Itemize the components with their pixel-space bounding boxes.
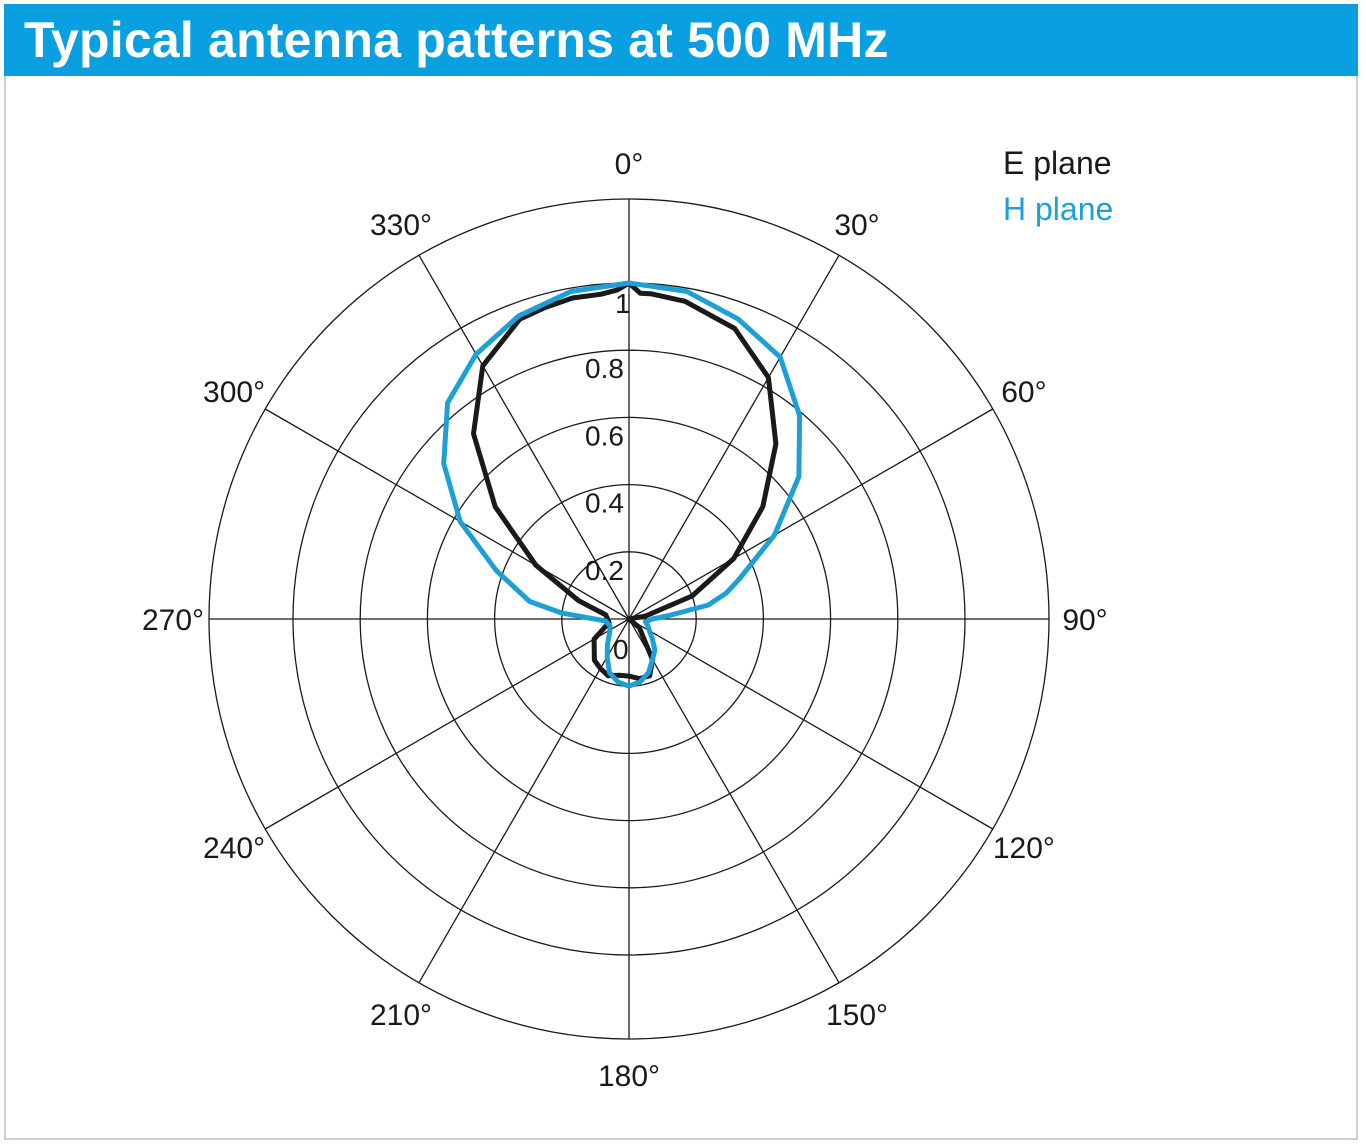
radial-label: 0.4 xyxy=(585,488,624,519)
legend-h-plane: H plane xyxy=(1003,191,1114,227)
grid-spoke xyxy=(418,254,630,620)
series-line-h-plane xyxy=(441,280,803,689)
radial-label: 0.6 xyxy=(585,420,624,451)
grid-spoke xyxy=(628,618,840,984)
angle-label: 120° xyxy=(993,832,1055,865)
angle-label: 30° xyxy=(834,209,879,242)
grid-spoke xyxy=(264,618,630,830)
radial-label: 0 xyxy=(613,634,629,665)
angle-label: 0° xyxy=(615,148,644,181)
angle-label: 150° xyxy=(826,999,888,1032)
angle-label: 90° xyxy=(1062,604,1107,637)
angle-label: 240° xyxy=(203,832,265,865)
angle-label: 270° xyxy=(142,604,204,637)
radial-label: 1 xyxy=(615,288,631,319)
legend-e-plane: E plane xyxy=(1003,145,1112,181)
angle-label: 300° xyxy=(203,376,265,409)
angle-label: 180° xyxy=(598,1060,660,1093)
angle-label: 60° xyxy=(1001,376,1046,409)
radial-label: 0.8 xyxy=(585,353,624,384)
angle-label: 210° xyxy=(370,999,432,1032)
radial-label: 0.2 xyxy=(585,555,624,586)
angle-label: 330° xyxy=(370,209,432,242)
chart-title: Typical antenna patterns at 500 MHz xyxy=(24,12,889,68)
grid-spoke xyxy=(628,254,840,620)
series-line-e-plane xyxy=(471,280,779,682)
grid-spoke xyxy=(628,408,994,620)
header-bar: Typical antenna patterns at 500 MHz xyxy=(4,4,1358,76)
axis-labels: 0° 30° 60° 90° 120° 150° 180° 210° 240° 270° 300° 3… xyxy=(142,148,1108,1093)
grid-spoke xyxy=(628,618,994,830)
grid-spoke xyxy=(264,408,630,620)
series-layer xyxy=(441,280,803,689)
legend: E plane H plane xyxy=(1003,140,1113,232)
grid-spoke xyxy=(418,618,630,984)
